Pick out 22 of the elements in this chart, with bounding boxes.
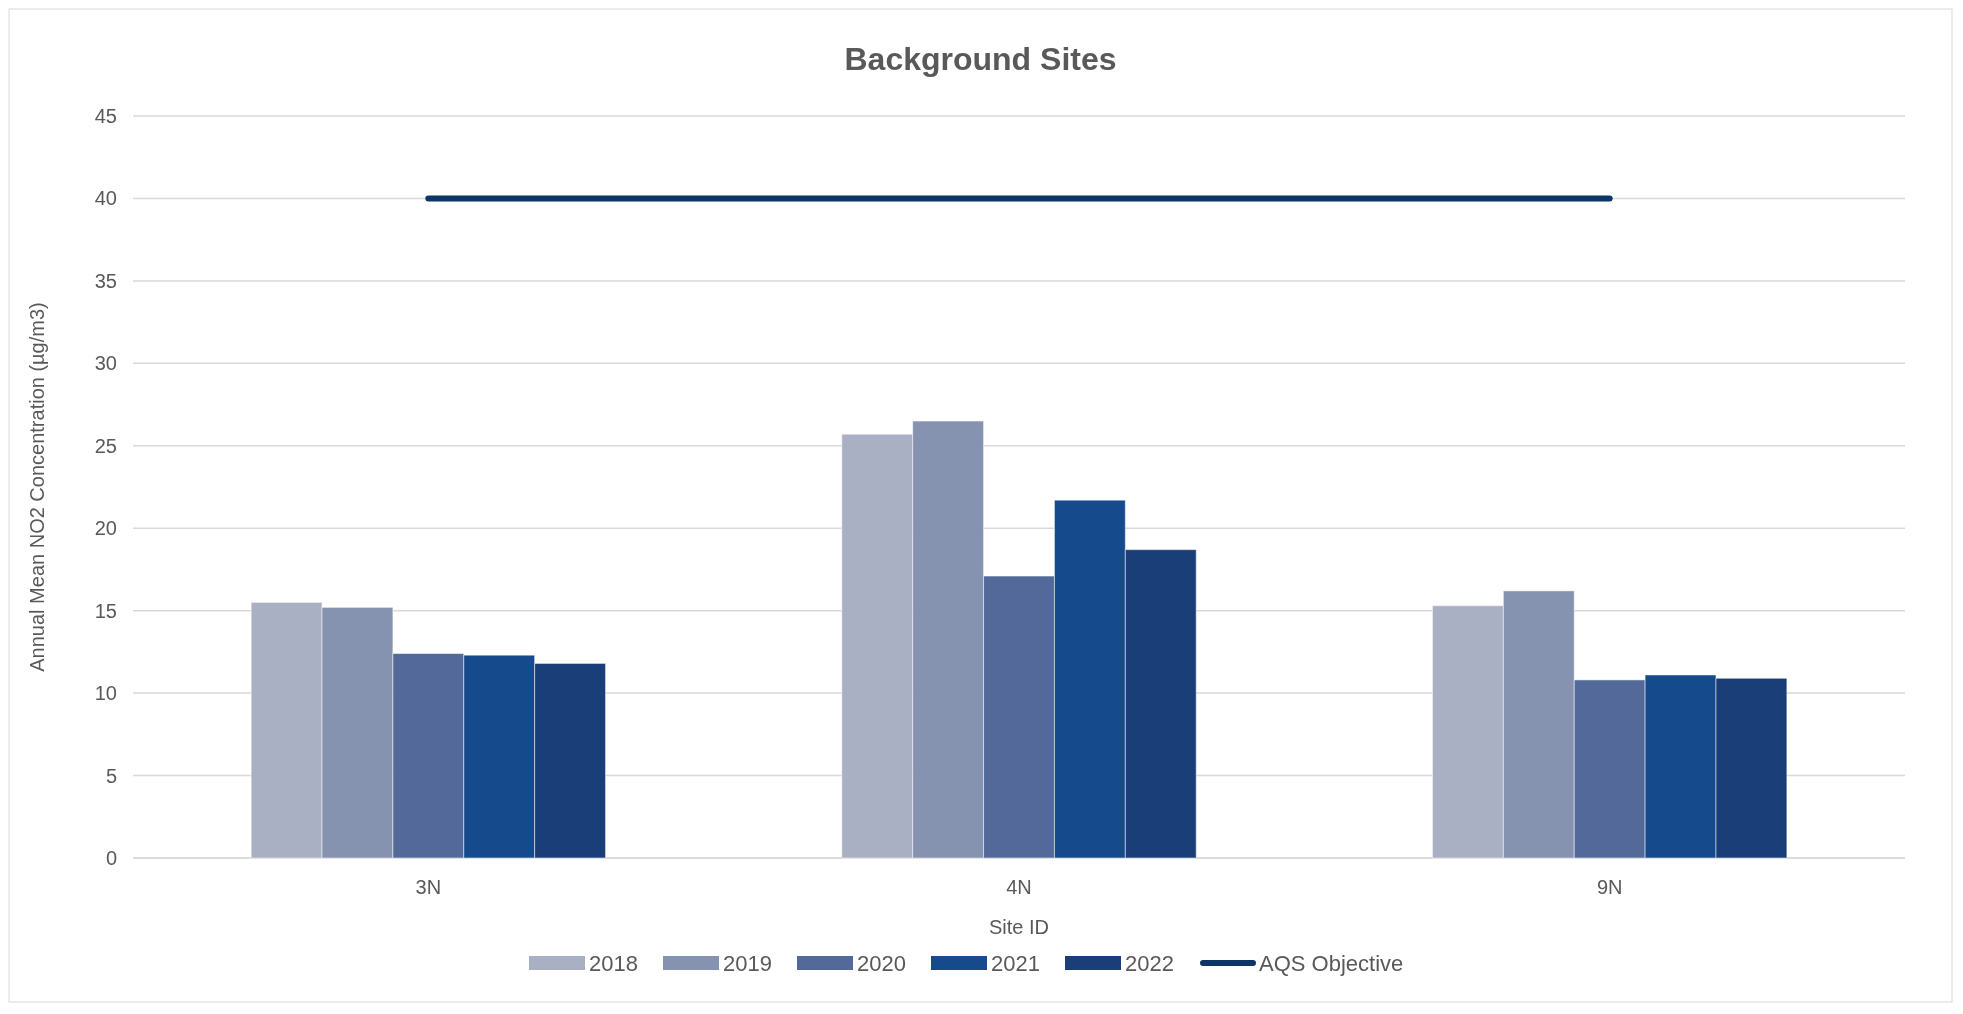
legend-label: AQS Objective xyxy=(1259,950,1404,976)
y-tick-label: 45 xyxy=(94,105,117,127)
y-tick-label: 40 xyxy=(94,187,117,210)
y-tick-label: 5 xyxy=(105,764,117,787)
legend-label: 2022 xyxy=(1125,950,1174,976)
y-tick-label: 25 xyxy=(94,434,117,457)
y-axis-title: Annual Mean NO2 Concentration (µg/m3) xyxy=(26,302,48,672)
x-tick-label: 9N xyxy=(1596,876,1623,898)
y-tick-label: 35 xyxy=(94,269,117,292)
legend-label: 2021 xyxy=(991,950,1040,976)
legend-label: 2018 xyxy=(589,950,638,976)
x-tick-label: 4N xyxy=(1006,876,1032,898)
x-tick-label: 3N xyxy=(415,876,442,898)
y-tick-label: 20 xyxy=(94,517,117,540)
y-tick-label: 0 xyxy=(105,847,117,869)
x-axis-title: Site ID xyxy=(988,916,1050,938)
legend-label: 2020 xyxy=(857,950,906,976)
y-tick-label: 30 xyxy=(94,352,117,375)
y-tick-label: 10 xyxy=(94,682,117,705)
chart-title: Background Sites xyxy=(844,41,1117,77)
legend-label: 2019 xyxy=(723,950,772,976)
y-tick-label: 15 xyxy=(94,599,117,622)
